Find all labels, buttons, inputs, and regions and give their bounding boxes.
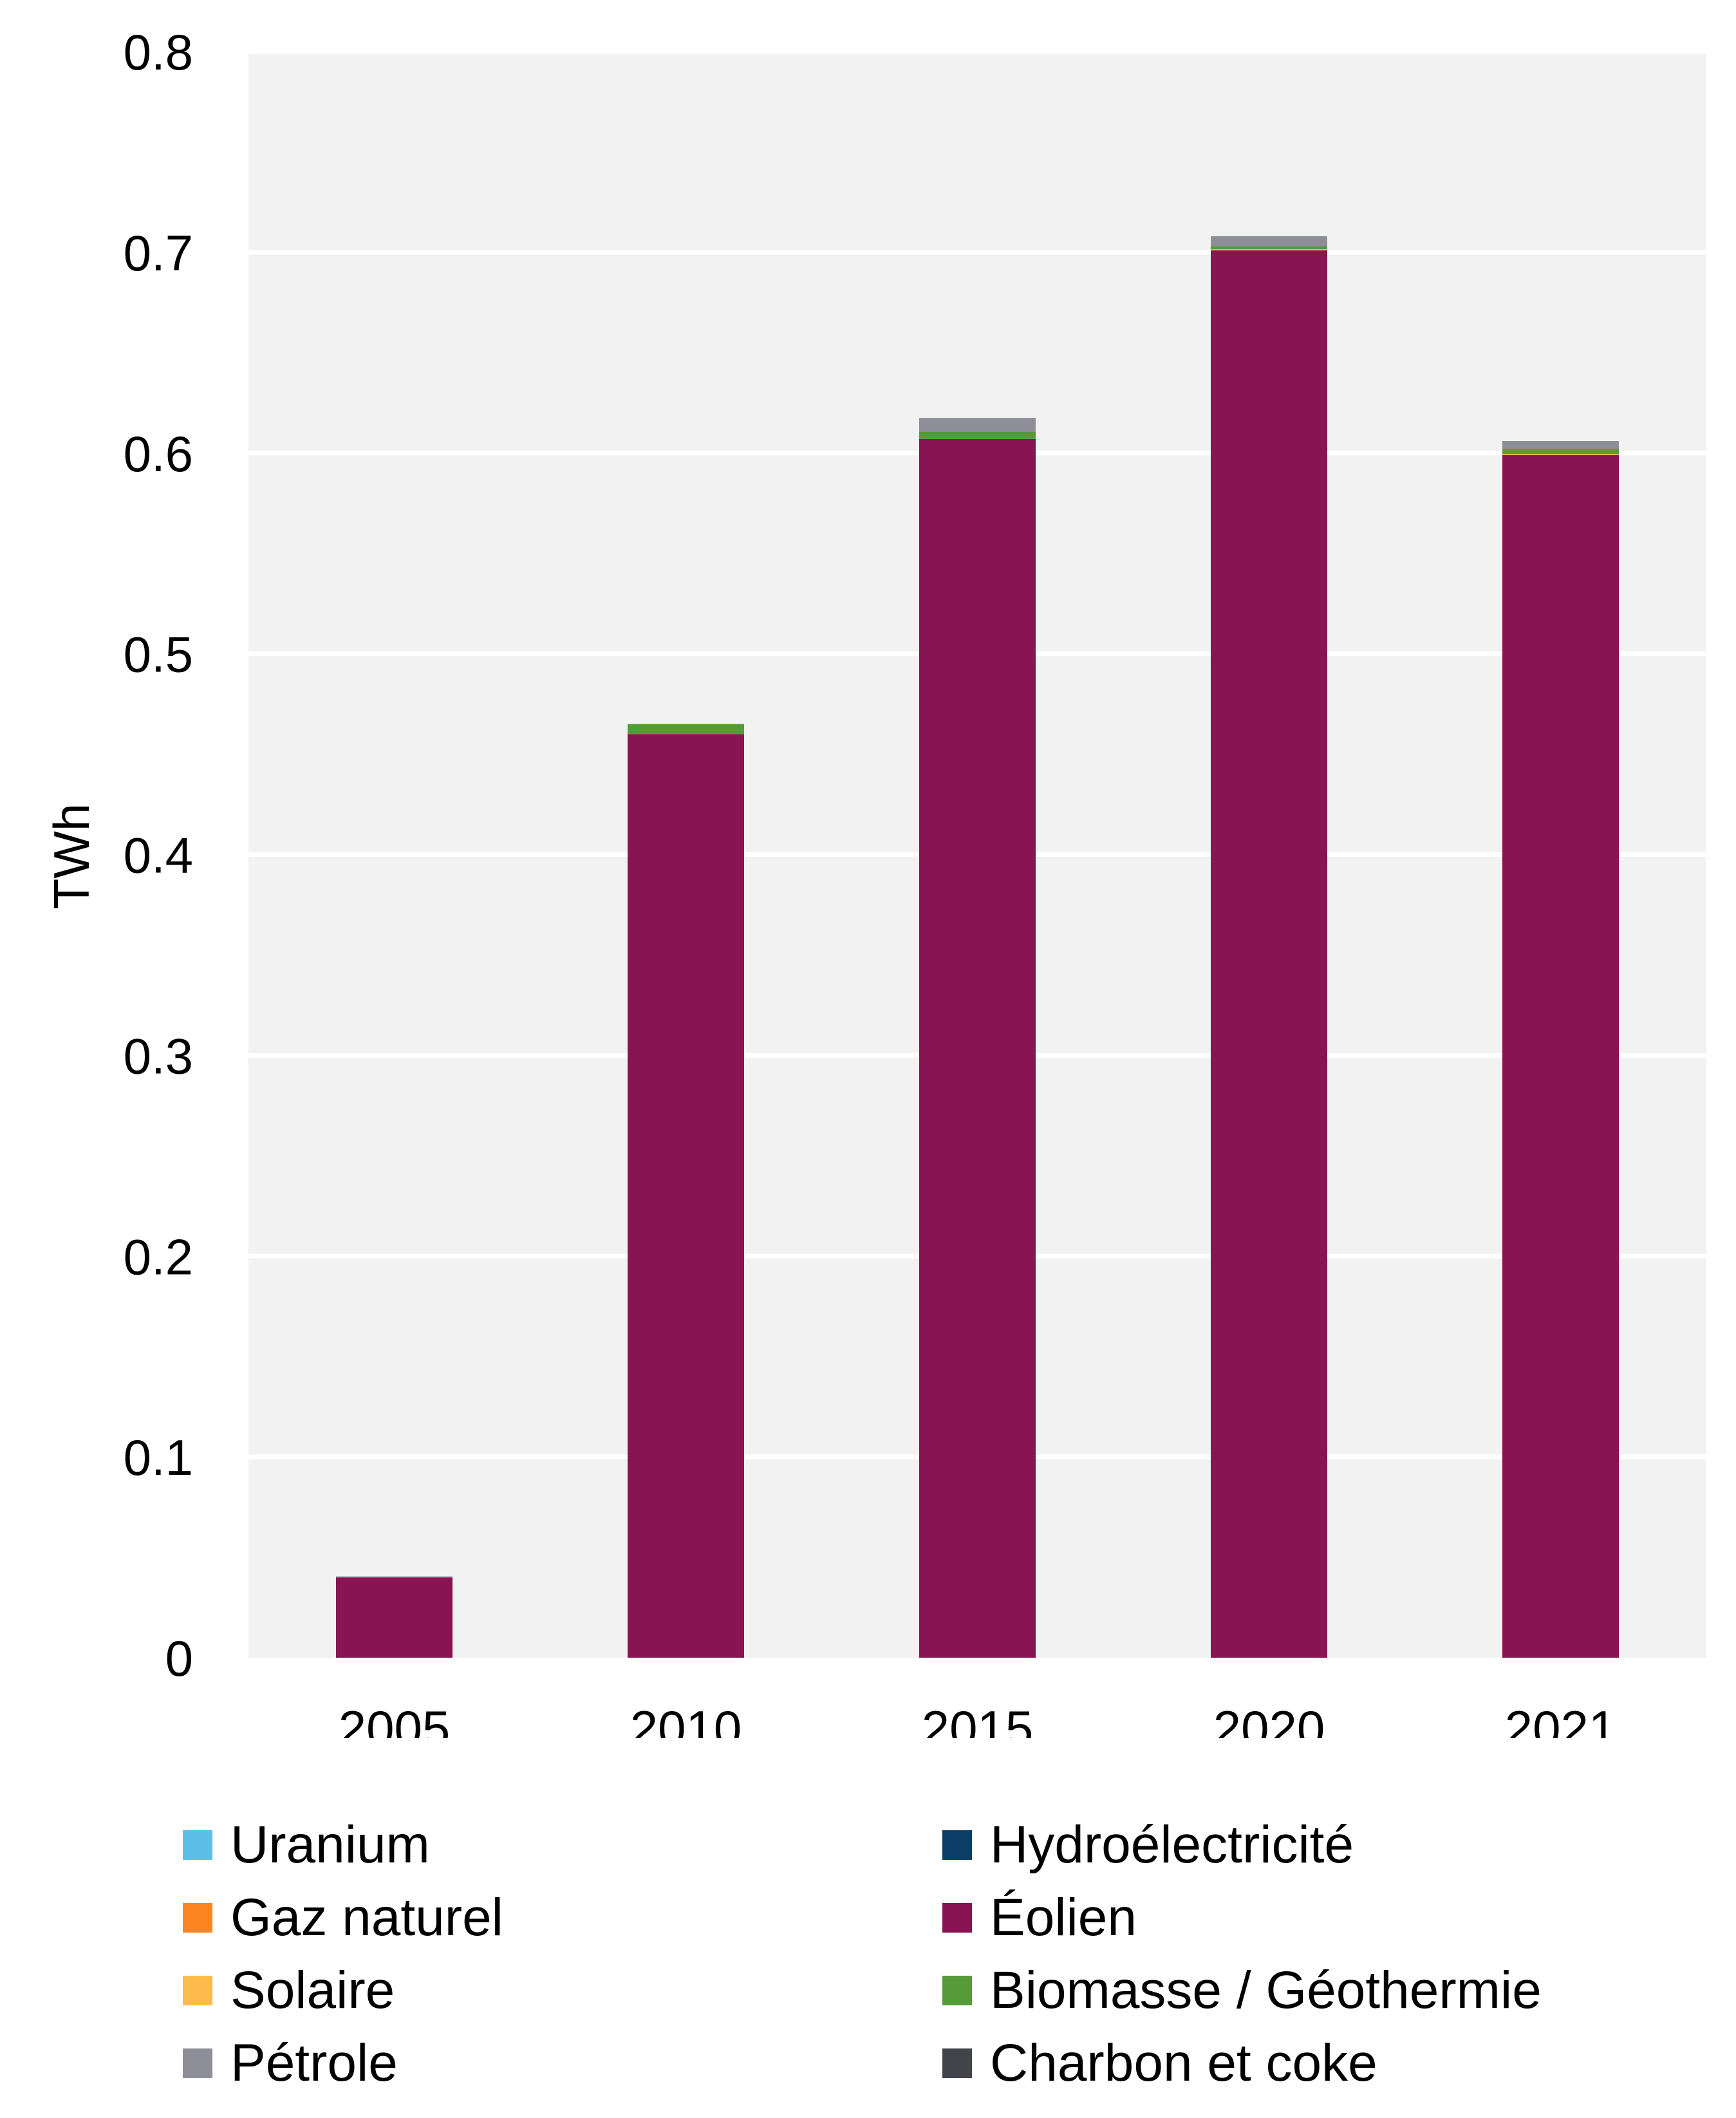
x-tick-label: 2015 <box>922 1700 1034 1738</box>
bar-segment--olien-2010 <box>628 734 744 1658</box>
legend-label: Charbon et coke <box>990 2034 1377 2092</box>
legend-swatch <box>183 2048 212 2078</box>
y-tick-label: 0 <box>165 1630 193 1687</box>
bar-segment--olien-2020 <box>1211 250 1327 1658</box>
y-tick-label: 0.5 <box>124 626 193 683</box>
x-tick-label: 2021 <box>1505 1700 1617 1738</box>
legend-label: Biomasse / Géothermie <box>990 1961 1542 2020</box>
legend-label: Hydroélectricité <box>990 1815 1354 1874</box>
y-tick-label: 0.4 <box>124 827 193 884</box>
legend-label: Éolien <box>990 1888 1137 1947</box>
legend-item: Biomasse / Géothermie <box>942 1958 1542 2023</box>
y-tick-label: 0.8 <box>124 24 193 80</box>
y-tick-label: 0.7 <box>124 225 193 281</box>
legend-item: Gaz naturel <box>183 1886 503 1950</box>
legend-swatch <box>942 1976 972 2005</box>
y-tick-label: 0.1 <box>124 1429 193 1486</box>
legend-item: Charbon et coke <box>942 2031 1377 2095</box>
bar-segment-solaire-2021 <box>1502 454 1619 455</box>
bar-segment-biomasse-g-othermie-2010 <box>628 724 744 735</box>
stacked-bar-chart: 0 0.1 0.2 0.3 0.4 0.5 0.6 0.7 0.8 2005 2010 2015 20… <box>43 24 1706 1738</box>
bar-segment-biomasse-g-othermie-2021 <box>1502 449 1619 455</box>
legend-label: Uranium <box>230 1815 430 1874</box>
bar-segment-p-trole-2005 <box>336 1576 453 1578</box>
legend-item: Hydroélectricité <box>942 1813 1354 1877</box>
y-tick-label: 0.3 <box>124 1027 193 1084</box>
bar-segment--olien-2005 <box>336 1577 453 1658</box>
bar-segment--olien-2021 <box>1502 455 1619 1658</box>
bar-segment-p-trole-2020 <box>1211 236 1327 247</box>
legend-item: Solaire <box>183 1958 395 2023</box>
y-tick-label: 0.6 <box>124 426 193 482</box>
bar-segment--olien-2015 <box>919 438 1036 1658</box>
bar-segment-biomasse-g-othermie-2015 <box>919 432 1036 439</box>
x-tick-label: 2020 <box>1213 1700 1325 1738</box>
bar-segment-p-trole-2021 <box>1502 441 1619 449</box>
x-tick-label: 2005 <box>339 1700 451 1738</box>
legend-label: Solaire <box>230 1961 395 2020</box>
bar-segment-solaire-2020 <box>1211 249 1327 250</box>
legend-swatch <box>942 1903 972 1933</box>
legend-swatch <box>942 2048 972 2078</box>
legend-label: Pétrole <box>230 2034 398 2092</box>
y-tick-label: 0.2 <box>124 1228 193 1285</box>
legend-swatch <box>942 1830 972 1860</box>
bar-segment-biomasse-g-othermie-2020 <box>1211 246 1327 250</box>
legend-swatch <box>183 1976 212 2005</box>
bar-segment-p-trole-2015 <box>919 418 1036 433</box>
legend-item: Uranium <box>183 1813 430 1877</box>
legend-swatch <box>183 1830 212 1860</box>
x-tick-label: 2010 <box>630 1700 742 1738</box>
legend-swatch <box>183 1903 212 1933</box>
y-axis-label: TWh <box>43 803 100 910</box>
legend-item: Pétrole <box>183 2031 398 2095</box>
legend-item: Éolien <box>942 1886 1137 1950</box>
legend-label: Gaz naturel <box>230 1888 503 1947</box>
